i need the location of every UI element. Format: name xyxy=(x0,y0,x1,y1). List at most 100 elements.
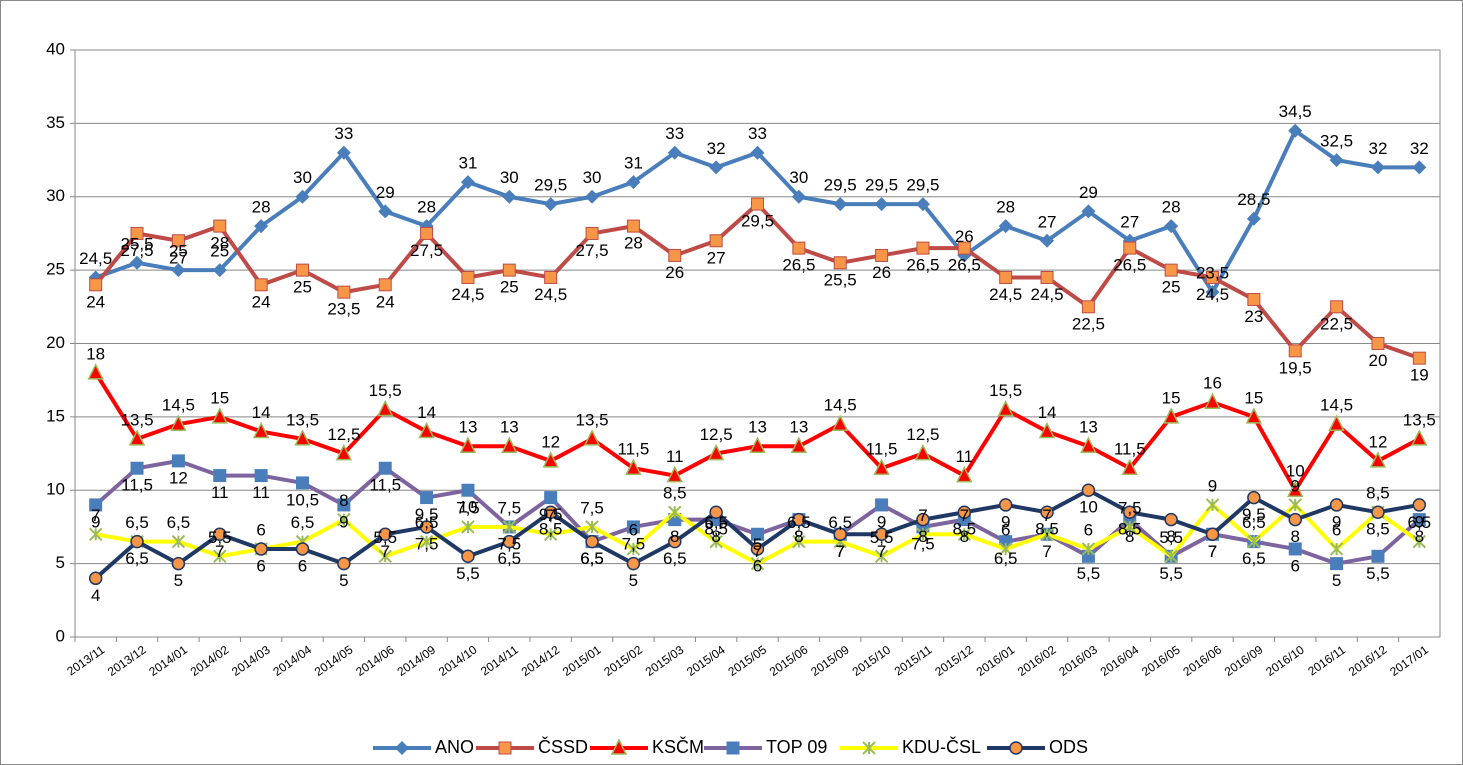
marker xyxy=(461,549,475,564)
marker xyxy=(1245,407,1263,424)
data-label: 6,5 xyxy=(828,513,852,532)
marker xyxy=(626,219,640,233)
marker xyxy=(544,491,558,505)
data-label: 7,5 xyxy=(911,534,935,553)
data-label: 7 xyxy=(1208,542,1217,561)
data-label: 7,5 xyxy=(580,498,604,517)
marker xyxy=(1371,549,1385,563)
data-label: 32 xyxy=(707,139,726,158)
data-label: 22,5 xyxy=(1072,314,1105,333)
data-label: 9 xyxy=(1208,476,1217,495)
data-label: 10 xyxy=(458,498,477,517)
marker xyxy=(792,512,806,527)
marker xyxy=(171,454,185,468)
marker xyxy=(790,436,808,453)
data-label: 30 xyxy=(789,168,808,187)
data-label: 15,5 xyxy=(369,381,402,400)
marker xyxy=(1329,542,1344,556)
marker xyxy=(460,175,475,190)
marker xyxy=(89,278,103,292)
marker xyxy=(170,414,187,431)
marker xyxy=(583,429,601,446)
data-label: 24,5 xyxy=(79,249,112,268)
marker xyxy=(1412,513,1426,527)
data-label: 8 xyxy=(1125,527,1134,546)
marker xyxy=(543,505,558,520)
data-label: 11,5 xyxy=(866,440,898,459)
data-label: 6 xyxy=(753,556,762,575)
data-label: 24,5 xyxy=(1196,285,1229,304)
marker xyxy=(1412,534,1427,549)
data-label: 13,5 xyxy=(120,410,153,429)
data-label: 27,5 xyxy=(120,241,153,260)
legend-item: KSČM xyxy=(590,736,704,757)
data-label: 28,5 xyxy=(1237,190,1270,209)
data-label: 29,5 xyxy=(741,212,774,231)
marker xyxy=(295,542,310,556)
marker xyxy=(543,197,558,212)
data-label: 24 xyxy=(86,292,105,311)
data-label: 7 xyxy=(877,542,886,561)
marker xyxy=(130,226,144,240)
marker xyxy=(997,399,1014,417)
data-label: 24 xyxy=(376,292,395,311)
marker xyxy=(212,263,227,278)
data-label: 15 xyxy=(1162,388,1181,407)
marker xyxy=(461,483,475,497)
data-label: 6,5 xyxy=(704,513,728,532)
data-label: 7 xyxy=(380,542,389,561)
data-label: 31 xyxy=(624,154,643,173)
data-label: 7,5 xyxy=(456,498,480,517)
marker xyxy=(791,189,806,204)
marker xyxy=(1329,153,1344,168)
data-label: 9,5 xyxy=(415,505,439,524)
y-tick-label: 35 xyxy=(46,113,65,132)
data-label: 26 xyxy=(872,263,891,282)
data-label: 30 xyxy=(293,168,312,187)
legend-label: KDU-ČSL xyxy=(902,736,981,757)
marker xyxy=(1164,512,1178,527)
marker xyxy=(668,505,682,519)
marker xyxy=(751,197,764,211)
marker xyxy=(957,505,972,520)
marker xyxy=(88,527,103,541)
marker xyxy=(213,527,227,542)
data-label: 7,5 xyxy=(415,534,439,553)
data-label: 5 xyxy=(339,571,348,590)
marker xyxy=(709,234,723,248)
marker xyxy=(377,399,394,417)
marker xyxy=(749,436,766,453)
data-label: 10,5 xyxy=(286,490,319,509)
marker xyxy=(667,145,682,160)
data-label: 6 xyxy=(629,520,638,539)
data-label: 29,5 xyxy=(865,176,898,195)
data-label: 9 xyxy=(1415,512,1424,531)
marker xyxy=(544,270,558,284)
marker xyxy=(626,542,641,556)
marker xyxy=(874,549,889,563)
marker xyxy=(1040,527,1054,541)
data-label: 8,5 xyxy=(1366,520,1390,539)
marker xyxy=(709,505,723,520)
marker xyxy=(254,219,269,234)
legend-item: ODS xyxy=(987,737,1088,757)
data-label: 5 xyxy=(629,571,638,590)
data-label: 15,5 xyxy=(989,381,1022,400)
data-label: 24,5 xyxy=(1030,285,1063,304)
data-label: 9,5 xyxy=(539,505,563,524)
marker xyxy=(337,512,351,527)
marker xyxy=(956,465,973,483)
marker xyxy=(1123,241,1137,255)
data-label: 6,5 xyxy=(167,513,191,532)
data-label: 28 xyxy=(210,234,229,253)
data-label: 12,5 xyxy=(327,425,360,444)
marker xyxy=(1371,505,1385,520)
marker xyxy=(337,556,351,571)
data-label: 6 xyxy=(1084,520,1093,539)
marker xyxy=(1287,480,1304,497)
data-label: 6,5 xyxy=(1242,549,1266,568)
data-label: 27,5 xyxy=(575,241,608,260)
data-label: 5,5 xyxy=(870,528,894,547)
data-label: 14 xyxy=(252,403,271,422)
data-label: 13 xyxy=(789,418,808,437)
